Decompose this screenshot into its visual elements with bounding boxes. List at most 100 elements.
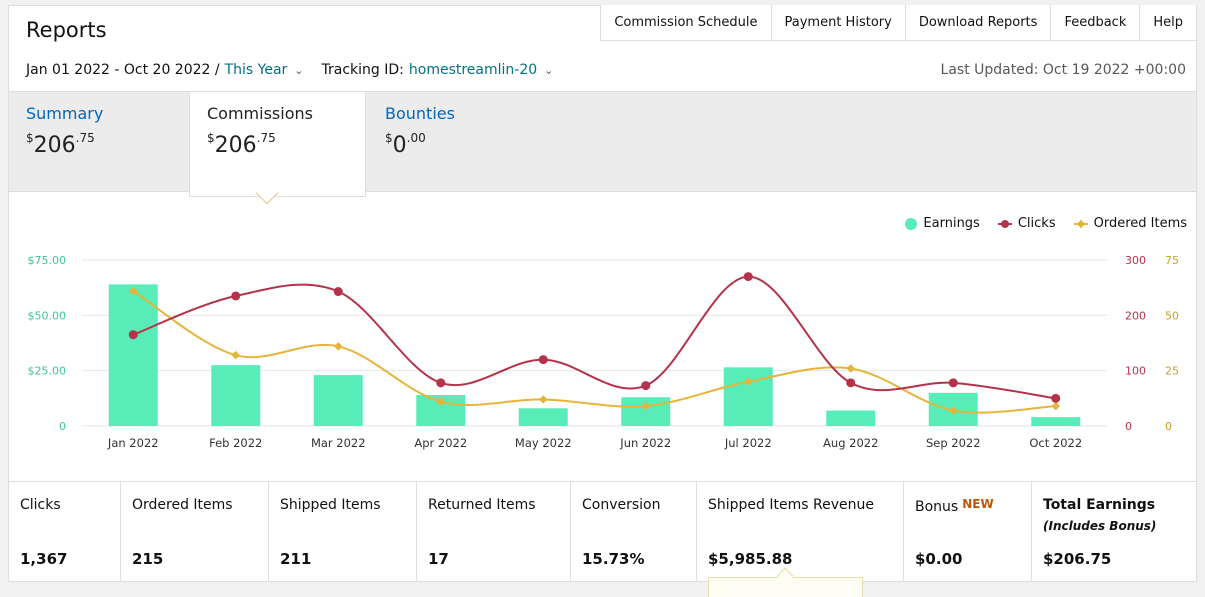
tab-commissions-amount: $206.75 — [207, 131, 276, 158]
tab-summary[interactable]: Summary $206.75 — [9, 92, 120, 192]
feedback-link[interactable]: Feedback — [1051, 5, 1141, 40]
legend-ordered-items[interactable]: Ordered Items — [1073, 216, 1187, 231]
tracking-id-dropdown[interactable]: homestreamlin-20 ⌄ — [409, 62, 554, 78]
earnings-bar — [723, 367, 773, 426]
clicks-point — [231, 291, 241, 301]
tab-summary-label: Summary — [26, 104, 104, 123]
x-axis-tick: Apr 2022 — [414, 436, 467, 450]
left-axis-tick: $25.00 — [28, 365, 67, 378]
clicks-point — [333, 287, 343, 297]
ordered-axis-tick: 50 — [1165, 309, 1179, 322]
x-axis-tick: Jan 2022 — [107, 436, 159, 450]
stat-clicks: Clicks 1,367 — [9, 482, 121, 582]
tab-commissions[interactable]: Commissions $206.75 — [189, 92, 366, 197]
stat-ordered-items: Ordered Items 215 — [121, 482, 269, 582]
clicks-axis-tick: 300 — [1125, 254, 1146, 267]
clicks-point — [436, 378, 446, 388]
commission-schedule-link[interactable]: Commission Schedule — [601, 5, 772, 40]
chart-legend: Earnings Clicks Ordered Items — [905, 216, 1187, 231]
clicks-point — [538, 355, 548, 365]
ordered-axis-tick: 75 — [1165, 254, 1179, 267]
clicks-point — [948, 378, 958, 388]
last-updated: Last Updated: Oct 19 2022 +00:00 — [940, 62, 1186, 78]
x-axis-tick: May 2022 — [515, 436, 572, 450]
tab-summary-amount: $206.75 — [26, 131, 95, 158]
stat-label: Shipped Items — [280, 497, 381, 513]
stat-value: 211 — [280, 550, 312, 568]
legend-label: Earnings — [923, 216, 980, 231]
stat-shipped-revenue: Shipped Items Revenue $5,985.88 — [697, 482, 904, 582]
ordered-items-legend-swatch — [1073, 218, 1088, 230]
tracking-label: Tracking ID: — [321, 62, 404, 78]
reports-panel: Reports Commission Schedule Payment Hist… — [8, 5, 1197, 582]
ordered-items-line — [132, 290, 1056, 414]
legend-clicks[interactable]: Clicks — [997, 216, 1056, 231]
ordered-axis-tick: 25 — [1165, 365, 1179, 378]
earnings-bar — [313, 375, 363, 426]
legend-earnings[interactable]: Earnings — [905, 216, 980, 231]
x-axis-tick: Feb 2022 — [209, 436, 262, 450]
left-axis-tick: 0 — [59, 420, 66, 433]
ordered-items-point — [949, 406, 958, 415]
earnings-bar — [211, 365, 261, 426]
summary-tabs: Summary $206.75 Commissions $206.75 Boun… — [9, 91, 1196, 197]
stat-returned-items: Returned Items 17 — [417, 482, 571, 582]
stat-value: $0.00 — [915, 550, 963, 568]
earnings-bar — [826, 410, 876, 426]
legend-label: Ordered Items — [1093, 216, 1187, 231]
x-axis-tick: Jul 2022 — [724, 436, 772, 450]
help-link[interactable]: Help — [1140, 5, 1197, 40]
stat-label: Returned Items — [428, 497, 536, 513]
stat-label: Shipped Items Revenue — [708, 497, 874, 513]
earnings-bar — [1031, 417, 1081, 426]
ordered-items-point — [641, 401, 650, 411]
page-title: Reports — [26, 18, 107, 42]
stat-value: $206.75 — [1043, 550, 1112, 568]
x-axis-tick: Oct 2022 — [1029, 436, 1082, 450]
clicks-point — [846, 378, 856, 388]
earnings-legend-swatch — [905, 217, 918, 230]
chevron-down-icon: ⌄ — [294, 64, 304, 77]
tab-bounties-amount: $0.00 — [385, 131, 426, 158]
legend-label: Clicks — [1017, 216, 1056, 231]
chevron-down-icon: ⌄ — [544, 64, 554, 77]
left-axis-tick: $75.00 — [28, 254, 67, 267]
report-filters: Jan 01 2022 - Oct 20 2022 / This Year ⌄ T… — [26, 62, 553, 78]
ordered-items-point — [744, 377, 753, 386]
earnings-bar — [621, 397, 671, 426]
ordered-items-point — [1051, 401, 1060, 411]
stat-label: Total Earnings — [1043, 497, 1156, 513]
stat-value: 1,367 — [20, 550, 68, 568]
stat-value: $5,985.88 — [708, 550, 793, 568]
date-range-text: Jan 01 2022 - Oct 20 2022 / — [26, 62, 220, 78]
clicks-point — [641, 381, 651, 391]
stat-sublabel: (Includes Bonus) — [1043, 519, 1157, 533]
ordered-axis-tick: 0 — [1165, 420, 1172, 433]
x-axis-tick: Sep 2022 — [926, 436, 981, 450]
stat-shipped-items: Shipped Items 211 — [269, 482, 417, 582]
earnings-bar — [108, 284, 158, 426]
date-preset-dropdown[interactable]: This Year ⌄ — [225, 62, 304, 78]
ordered-items-point — [231, 350, 240, 360]
top-nav: Commission Schedule Payment History Down… — [600, 5, 1197, 41]
download-reports-link[interactable]: Download Reports — [905, 5, 1052, 40]
clicks-axis-tick: 200 — [1125, 309, 1146, 322]
stat-label: Bonus NEW — [915, 497, 994, 515]
tab-bounties-label: Bounties — [385, 104, 455, 123]
clicks-axis-tick: 0 — [1125, 420, 1132, 433]
stat-total-earnings: Total Earnings (Includes Bonus) $206.75 — [1032, 482, 1196, 582]
payment-history-link[interactable]: Payment History — [771, 5, 906, 40]
x-axis-tick: Jun 2022 — [619, 436, 671, 450]
tab-bounties[interactable]: Bounties $0.00 — [368, 92, 472, 192]
x-axis-tick: Aug 2022 — [823, 436, 878, 450]
stat-conversion: Conversion 15.73% — [571, 482, 697, 582]
stat-label: Conversion — [582, 497, 661, 513]
tab-commissions-label: Commissions — [207, 104, 313, 123]
clicks-point — [743, 272, 753, 282]
clicks-point — [128, 330, 138, 340]
ordered-items-point — [846, 364, 855, 373]
earnings-bar — [518, 408, 568, 426]
tracking-id-value: homestreamlin-20 — [408, 62, 538, 78]
date-preset-label: This Year — [224, 62, 288, 78]
clicks-axis-tick: 100 — [1125, 365, 1146, 378]
